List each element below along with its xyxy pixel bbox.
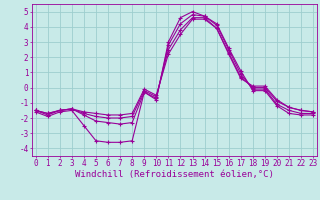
X-axis label: Windchill (Refroidissement éolien,°C): Windchill (Refroidissement éolien,°C) <box>75 170 274 179</box>
